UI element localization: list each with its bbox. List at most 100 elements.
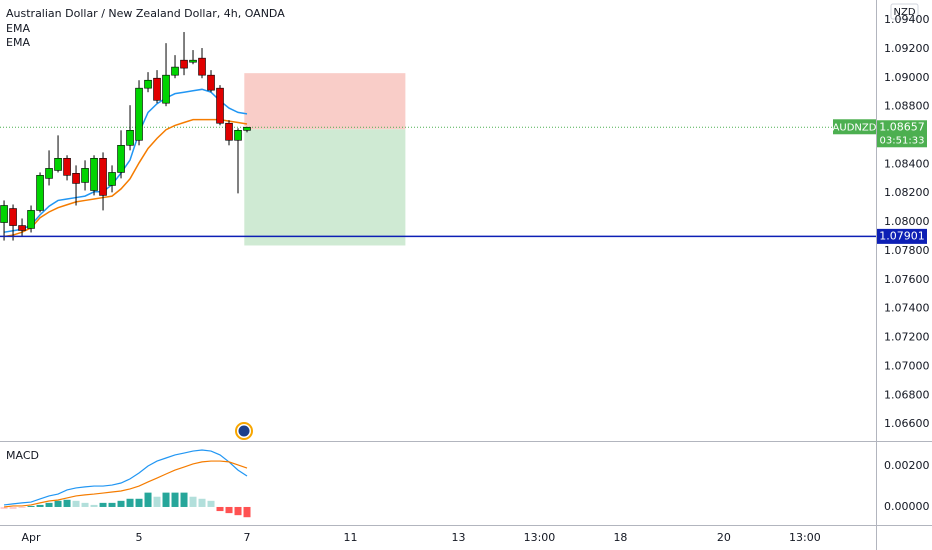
histogram-bar — [81, 502, 89, 507]
pane-title: MACD — [6, 449, 39, 462]
event-icon-inner — [238, 425, 250, 437]
y-tick-label: 0.00200 — [884, 459, 930, 472]
y-tick-label: 1.09200 — [884, 42, 930, 55]
target-zone — [244, 129, 406, 246]
plot-area — [0, 32, 876, 518]
ema-line — [3, 118, 248, 238]
macd-line — [3, 460, 248, 508]
histogram-bar — [0, 506, 8, 510]
candle-body — [0, 205, 8, 223]
y-tick-label: 0.00000 — [884, 500, 930, 513]
candle-body — [18, 225, 26, 231]
candle-body — [225, 122, 233, 141]
y-tick-label: 1.09000 — [884, 71, 930, 84]
candle-body — [72, 173, 80, 184]
histogram-bar — [9, 506, 17, 510]
histogram-bar — [216, 506, 224, 512]
chart-title: Australian Dollar / New Zealand Dollar, … — [6, 7, 285, 20]
x-tick-label: 20 — [717, 531, 731, 544]
x-tick-label: Apr — [22, 531, 42, 544]
candle-body — [36, 175, 44, 211]
y-tick-label: 1.07200 — [884, 331, 930, 344]
candle-body — [99, 158, 107, 196]
stop-zone — [244, 73, 406, 130]
candle-body — [216, 87, 224, 124]
price-tag — [877, 120, 927, 148]
y-tick-label: 1.07600 — [884, 273, 930, 286]
histogram-bar — [18, 506, 26, 508]
histogram-bar — [99, 502, 107, 507]
candle-body — [153, 77, 161, 101]
candle-body — [9, 208, 17, 226]
candle-body — [27, 210, 35, 229]
x-tick-label: 18 — [613, 531, 627, 544]
legend-entry: EMA — [6, 36, 30, 49]
histogram-bar — [234, 506, 242, 516]
y-tick-label: 1.08000 — [884, 215, 930, 228]
histogram-bar — [171, 492, 179, 507]
hline-tag — [877, 228, 927, 244]
x-tick-label: 13 — [451, 531, 465, 544]
symbol-label: AUDNZD — [833, 122, 877, 133]
histogram-bar — [162, 492, 170, 507]
y-tick-label: 1.08400 — [884, 157, 930, 170]
x-tick-label: 11 — [343, 531, 357, 544]
histogram-bar — [189, 496, 197, 507]
candle-body — [54, 158, 62, 171]
legend-entry: EMA — [6, 22, 30, 35]
macd-line — [3, 449, 248, 506]
histogram-bar — [198, 498, 206, 507]
last-price-label: 1.08657 — [879, 120, 925, 133]
x-tick-label: 7 — [244, 531, 251, 544]
histogram-bar — [63, 499, 71, 507]
histogram-bar — [27, 505, 35, 507]
histogram-bar — [207, 500, 215, 507]
histogram-bar — [126, 498, 134, 507]
histogram-bar — [117, 500, 125, 507]
y-tick-label: 1.07800 — [884, 244, 930, 257]
candle-body — [81, 168, 89, 183]
candle-body — [243, 126, 251, 131]
histogram-bar — [45, 502, 53, 507]
histogram-bar — [243, 506, 251, 518]
candle-body — [63, 158, 71, 176]
histogram-bar — [72, 500, 80, 507]
histogram-bar — [225, 506, 233, 514]
candle-body — [198, 57, 206, 76]
candle-body — [45, 168, 53, 179]
histogram-bar — [108, 502, 116, 507]
candle-body — [117, 145, 125, 173]
y-tick-label: 1.08200 — [884, 186, 930, 199]
histogram-bar — [54, 500, 62, 507]
y-tick-label: 1.08800 — [884, 100, 930, 113]
candle-body — [108, 172, 116, 186]
y-tick-label: 1.06600 — [884, 417, 930, 430]
candle-body — [234, 130, 242, 141]
histogram-bar — [36, 504, 44, 507]
candle-body — [189, 59, 197, 63]
candle-body — [144, 79, 152, 89]
candle-body — [171, 66, 179, 76]
currency-box[interactable] — [890, 3, 919, 20]
y-tick-label: 1.09400 — [884, 13, 930, 26]
currency-label[interactable]: NZD — [893, 7, 915, 18]
candle-body — [162, 74, 170, 104]
histogram-bar — [90, 504, 98, 507]
candle-body — [126, 130, 134, 146]
histogram-bar — [135, 498, 143, 507]
x-tick-label: 5 — [136, 531, 143, 544]
x-tick-label: 13:00 — [524, 531, 556, 544]
candle-body — [90, 158, 98, 191]
histogram-bar — [153, 496, 161, 507]
histogram-bar — [180, 492, 188, 507]
y-tick-label: 1.06800 — [884, 388, 930, 401]
x-tick-label: 13:00 — [789, 531, 821, 544]
symbol-tag — [833, 119, 876, 135]
candle-body — [135, 87, 143, 141]
histogram-bar — [144, 492, 152, 507]
y-tick-label: 1.07400 — [884, 302, 930, 315]
y-tick-label: 1.07000 — [884, 359, 930, 372]
countdown-label: 03:51:33 — [880, 135, 925, 146]
